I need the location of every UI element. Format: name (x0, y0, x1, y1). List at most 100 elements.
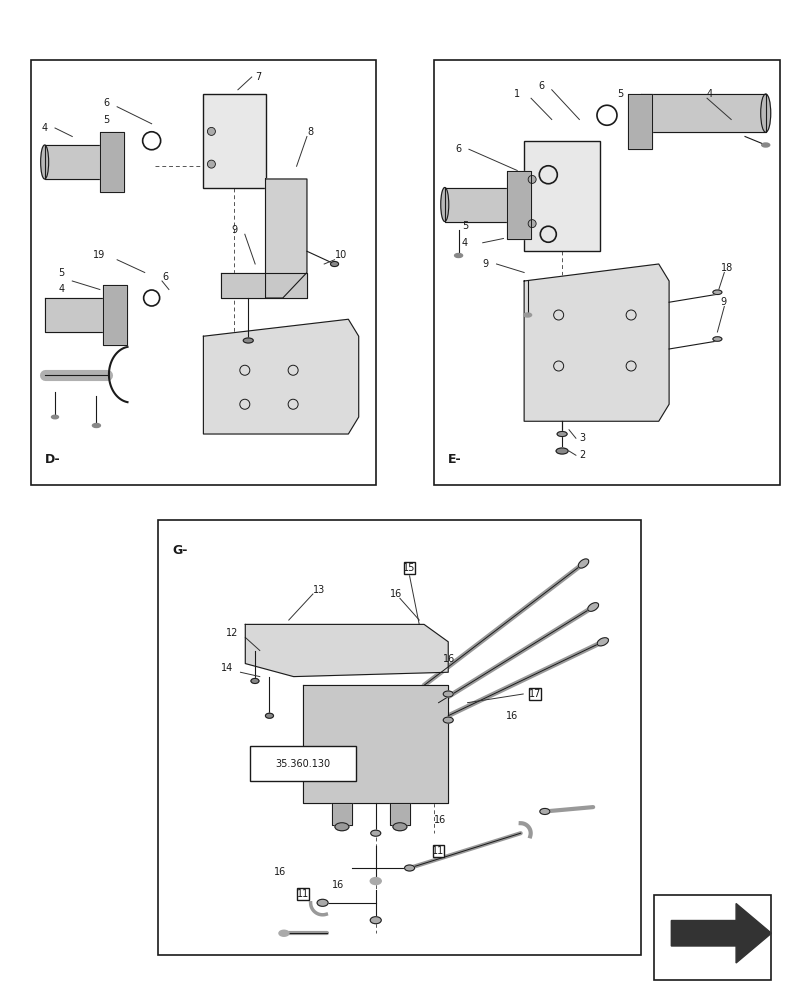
Ellipse shape (556, 448, 568, 454)
Text: 35.360.130: 35.360.130 (276, 759, 330, 769)
Polygon shape (524, 264, 668, 421)
Text: G-: G- (173, 544, 188, 557)
Text: 6: 6 (103, 98, 109, 108)
Text: 9: 9 (230, 225, 237, 235)
Circle shape (527, 220, 535, 228)
Text: D-: D- (45, 453, 60, 466)
Text: 12: 12 (225, 628, 238, 638)
Ellipse shape (265, 713, 273, 718)
Ellipse shape (243, 338, 253, 343)
Bar (653, 895, 770, 980)
Text: 6: 6 (455, 144, 461, 154)
Polygon shape (641, 94, 765, 132)
Text: 5: 5 (461, 221, 468, 231)
Text: 16: 16 (433, 815, 445, 825)
Text: 3: 3 (578, 433, 585, 443)
Text: 17: 17 (528, 689, 541, 699)
Text: 11: 11 (297, 889, 309, 899)
Polygon shape (506, 171, 530, 238)
Bar (434, 60, 779, 485)
Polygon shape (45, 298, 107, 332)
Polygon shape (103, 285, 127, 345)
Text: 4: 4 (41, 123, 47, 133)
Ellipse shape (371, 830, 380, 836)
Text: E-: E- (448, 453, 461, 466)
Ellipse shape (443, 717, 453, 723)
Text: 1: 1 (513, 89, 519, 99)
Ellipse shape (393, 823, 406, 831)
Text: 4: 4 (706, 89, 712, 99)
Bar (524, 141, 599, 251)
Text: 16: 16 (332, 880, 344, 890)
Circle shape (527, 175, 535, 183)
Ellipse shape (370, 878, 381, 885)
Polygon shape (332, 803, 351, 825)
Ellipse shape (41, 145, 49, 179)
Ellipse shape (404, 865, 414, 871)
Bar (31, 60, 375, 485)
Ellipse shape (279, 930, 289, 936)
Polygon shape (100, 132, 124, 192)
Ellipse shape (51, 415, 58, 419)
Text: 4: 4 (461, 238, 468, 248)
Ellipse shape (523, 313, 531, 317)
Ellipse shape (443, 691, 453, 697)
Text: 13: 13 (312, 585, 324, 595)
Bar (432, 845, 444, 856)
Text: 11: 11 (432, 846, 444, 856)
Bar (529, 688, 540, 700)
Text: 5: 5 (103, 115, 109, 125)
Text: 18: 18 (720, 263, 732, 273)
Text: 16: 16 (505, 711, 517, 721)
Ellipse shape (440, 188, 448, 222)
Ellipse shape (761, 143, 769, 147)
Polygon shape (444, 188, 510, 222)
Bar (158, 520, 641, 955)
Bar (403, 562, 415, 574)
Polygon shape (303, 685, 448, 803)
Polygon shape (389, 803, 410, 825)
Text: 5: 5 (58, 267, 65, 277)
Ellipse shape (454, 253, 462, 257)
Ellipse shape (760, 94, 770, 132)
Text: 6: 6 (161, 272, 168, 282)
Ellipse shape (251, 678, 259, 683)
Polygon shape (245, 624, 448, 677)
Ellipse shape (330, 261, 338, 266)
Text: 9: 9 (483, 259, 488, 269)
Text: 16: 16 (390, 589, 402, 599)
Text: 6: 6 (538, 81, 543, 91)
Ellipse shape (712, 290, 721, 294)
Ellipse shape (539, 808, 549, 814)
Ellipse shape (712, 337, 721, 341)
Text: 14: 14 (221, 663, 233, 673)
Text: 9: 9 (720, 297, 726, 307)
Text: 10: 10 (334, 250, 346, 260)
Polygon shape (203, 319, 358, 434)
Text: 16: 16 (274, 867, 286, 877)
Bar (203, 94, 265, 188)
Ellipse shape (370, 917, 381, 924)
Polygon shape (45, 145, 103, 179)
Ellipse shape (334, 823, 349, 831)
Text: 2: 2 (578, 450, 585, 460)
Text: 8: 8 (307, 127, 313, 137)
Circle shape (207, 127, 215, 135)
Text: 4: 4 (58, 284, 65, 294)
Ellipse shape (92, 424, 101, 428)
Polygon shape (265, 179, 307, 298)
Text: 19: 19 (92, 250, 105, 260)
Text: 5: 5 (616, 89, 623, 99)
Ellipse shape (587, 603, 598, 611)
Ellipse shape (577, 559, 588, 568)
Bar (250, 746, 356, 781)
Text: 15: 15 (403, 563, 415, 573)
Text: 7: 7 (255, 72, 261, 82)
Ellipse shape (556, 432, 566, 436)
Ellipse shape (596, 638, 607, 646)
Polygon shape (221, 272, 307, 298)
Circle shape (207, 160, 215, 168)
Polygon shape (627, 94, 651, 149)
Polygon shape (671, 904, 770, 963)
Text: 16: 16 (443, 654, 455, 664)
